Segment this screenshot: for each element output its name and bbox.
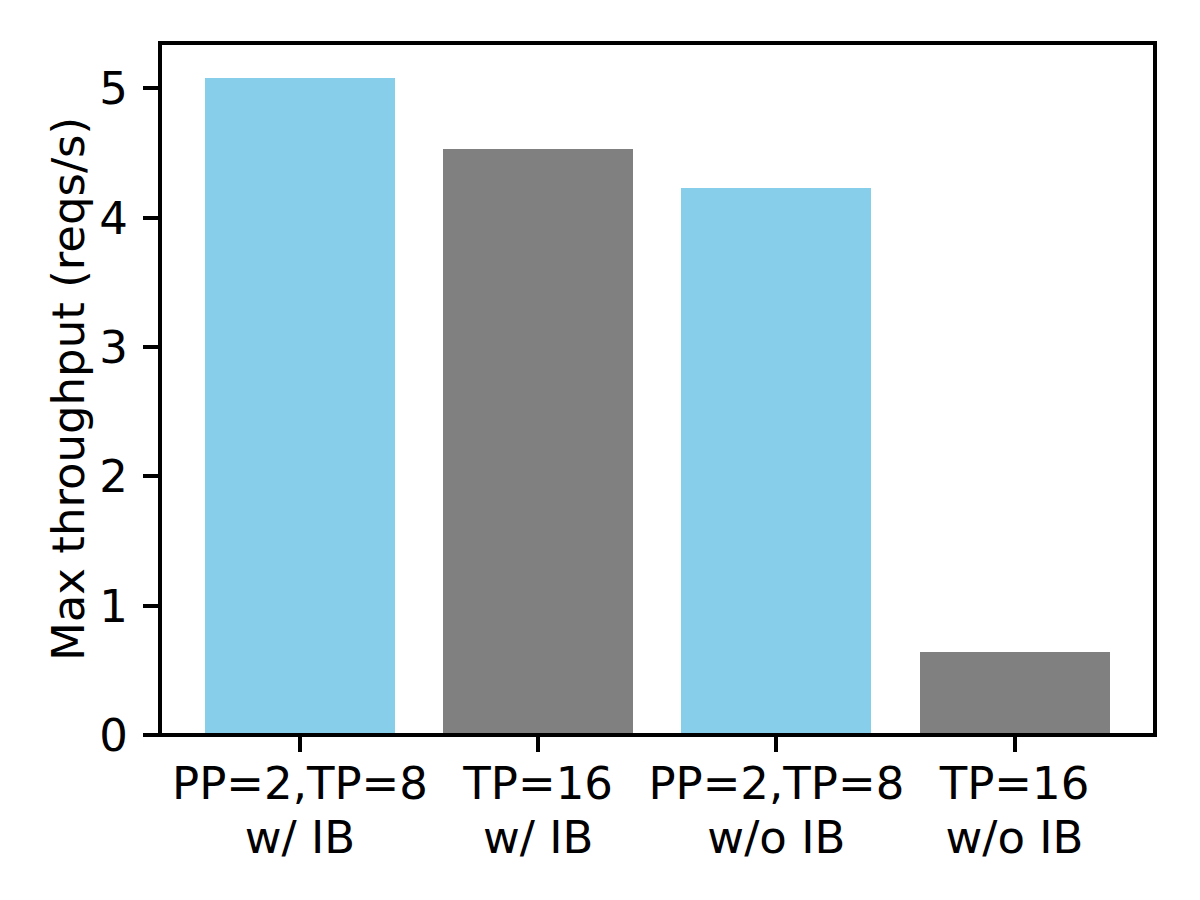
- y-tick-mark: [143, 86, 158, 90]
- x-tick-label: PP=2,TP=8 w/ IB: [172, 757, 428, 865]
- y-tick-label: 0: [38, 713, 128, 758]
- x-tick-mark: [774, 737, 778, 752]
- bar-4: [920, 652, 1110, 735]
- bar-2: [443, 149, 633, 735]
- y-tick-mark: [143, 604, 158, 608]
- y-tick-label: 2: [38, 454, 128, 499]
- y-tick-mark: [143, 474, 158, 478]
- x-tick-mark: [536, 737, 540, 752]
- y-tick-label: 3: [38, 324, 128, 369]
- y-tick-mark: [143, 216, 158, 220]
- x-tick-label: TP=16 w/ IB: [463, 757, 613, 865]
- x-tick-label: PP=2,TP=8 w/o IB: [648, 757, 904, 865]
- x-tick-mark: [298, 737, 302, 752]
- y-tick-label: 1: [38, 583, 128, 628]
- bar-3: [681, 188, 871, 735]
- bar-1: [205, 78, 395, 735]
- y-tick-label: 4: [38, 195, 128, 240]
- x-tick-mark: [1013, 737, 1017, 752]
- y-tick-label: 5: [38, 66, 128, 111]
- y-tick-mark: [143, 733, 158, 737]
- plot-area: [160, 43, 1155, 735]
- bar-chart-figure: Max throughput (reqs/s) 012345 PP=2,TP=8…: [0, 0, 1200, 900]
- y-tick-mark: [143, 345, 158, 349]
- x-tick-label: TP=16 w/o IB: [940, 757, 1090, 865]
